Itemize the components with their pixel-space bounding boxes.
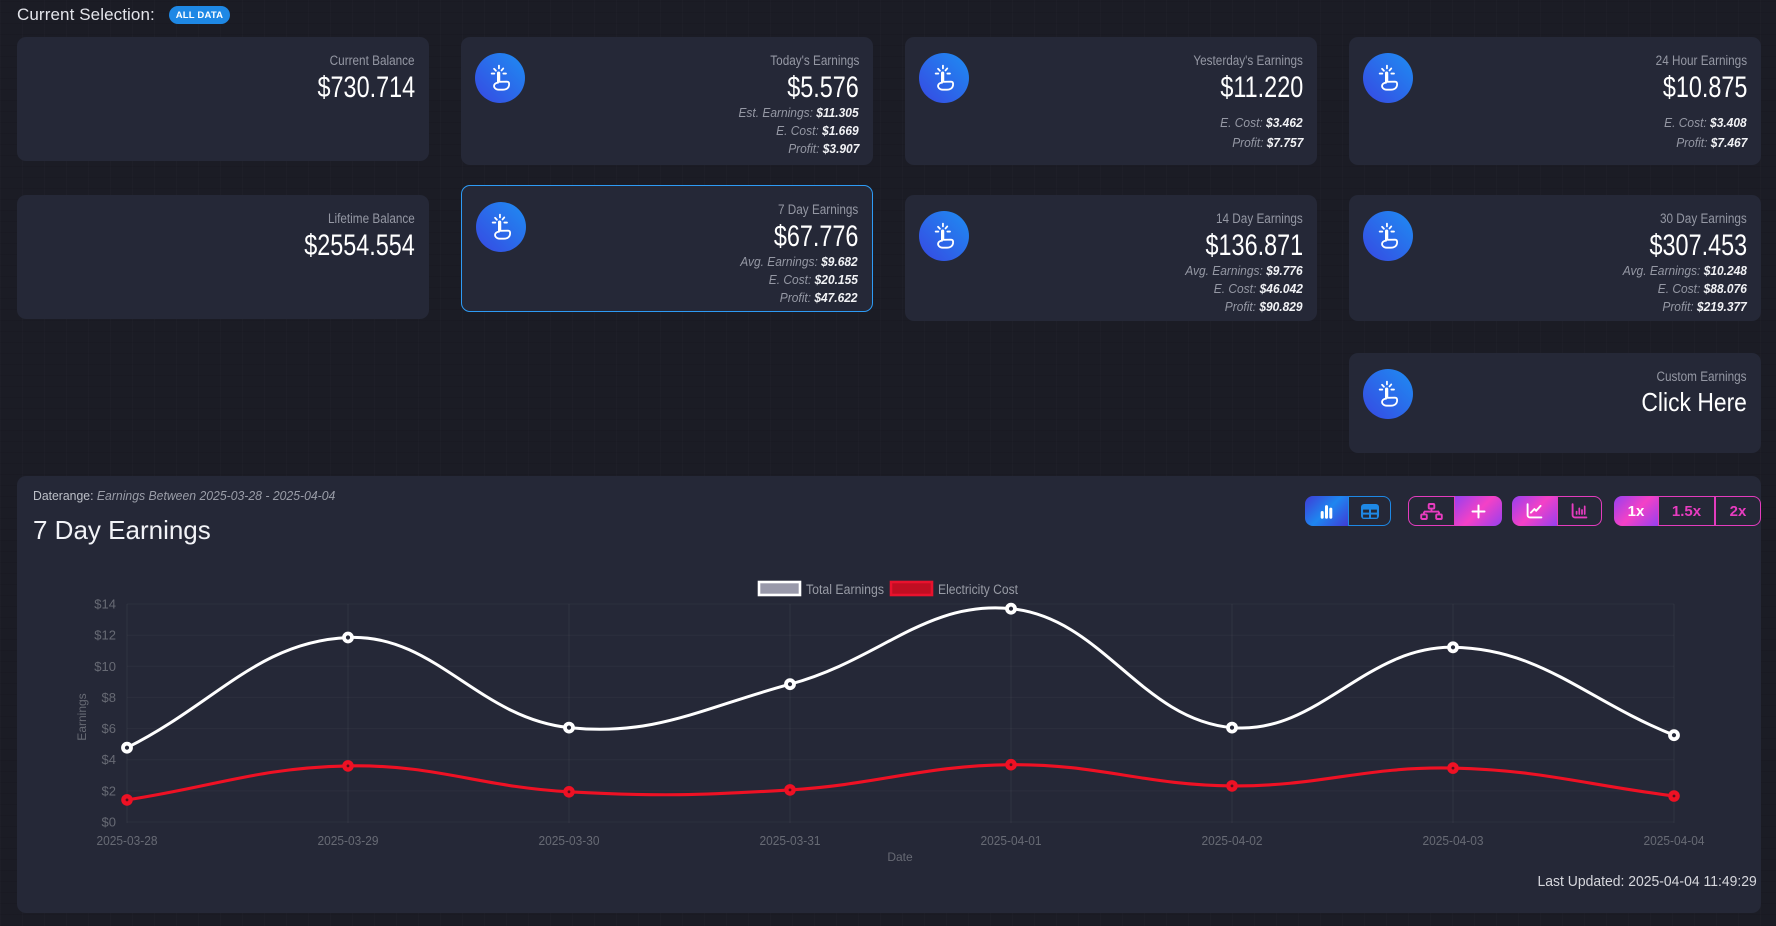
svg-text:$2: $2: [102, 783, 116, 798]
svg-text:2025-04-03: 2025-04-03: [1423, 833, 1484, 848]
svg-text:Total Earnings: Total Earnings: [806, 582, 884, 597]
svg-text:Earnings: Earnings: [75, 693, 89, 740]
svg-text:2025-03-29: 2025-03-29: [318, 833, 379, 848]
svg-text:2025-04-01: 2025-04-01: [981, 833, 1042, 848]
svg-text:2025-03-31: 2025-03-31: [760, 833, 821, 848]
svg-text:$8: $8: [102, 690, 116, 705]
svg-text:Electricity Cost: Electricity Cost: [938, 582, 1018, 597]
svg-text:Date: Date: [887, 850, 913, 864]
svg-text:$12: $12: [94, 628, 116, 643]
svg-text:2025-03-28: 2025-03-28: [97, 833, 158, 848]
svg-text:2025-04-02: 2025-04-02: [1202, 833, 1263, 848]
svg-text:$6: $6: [102, 721, 116, 736]
svg-text:$14: $14: [94, 597, 116, 612]
svg-text:2025-04-04: 2025-04-04: [1644, 833, 1705, 848]
svg-text:2025-03-30: 2025-03-30: [539, 833, 600, 848]
svg-text:$4: $4: [102, 752, 116, 767]
svg-text:$10: $10: [94, 659, 116, 674]
svg-text:$0: $0: [102, 815, 116, 830]
